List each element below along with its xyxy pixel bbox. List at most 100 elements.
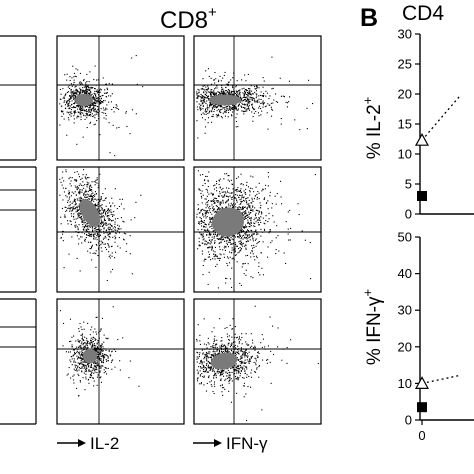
event-dot bbox=[238, 94, 240, 96]
event-dot bbox=[208, 224, 210, 226]
event-dot bbox=[240, 370, 242, 372]
event-dot bbox=[79, 380, 81, 382]
event-dot bbox=[234, 373, 236, 375]
event-dot bbox=[222, 199, 224, 201]
event-dot bbox=[215, 254, 217, 256]
event-dot bbox=[268, 104, 270, 106]
event-dot bbox=[95, 316, 97, 318]
event-dot bbox=[243, 96, 245, 98]
event-dot bbox=[70, 109, 72, 111]
event-dot bbox=[245, 341, 247, 343]
event-dot bbox=[211, 91, 213, 93]
event-dot bbox=[112, 227, 114, 229]
event-dot bbox=[111, 197, 113, 199]
event-dot bbox=[199, 245, 201, 247]
event-dot bbox=[63, 118, 65, 120]
event-dot bbox=[85, 106, 87, 108]
density-core bbox=[75, 93, 93, 107]
event-dot bbox=[251, 245, 253, 247]
event-dot bbox=[214, 251, 216, 253]
event-dot bbox=[197, 229, 199, 231]
event-dot bbox=[99, 225, 101, 227]
event-dot bbox=[230, 378, 232, 380]
event-dot bbox=[270, 350, 272, 352]
event-dot bbox=[216, 208, 218, 210]
event-dot bbox=[254, 100, 256, 102]
event-dot bbox=[228, 196, 230, 198]
event-dot bbox=[68, 253, 70, 255]
event-dot bbox=[74, 171, 76, 173]
event-dot bbox=[96, 364, 98, 366]
event-dot bbox=[109, 232, 111, 234]
event-dot bbox=[93, 115, 95, 117]
event-dot bbox=[134, 217, 136, 219]
data-point-square bbox=[417, 191, 427, 201]
event-dot bbox=[256, 367, 258, 369]
event-dot bbox=[223, 240, 225, 242]
event-dot bbox=[81, 328, 83, 330]
event-dot bbox=[93, 235, 95, 237]
event-dot bbox=[239, 203, 241, 205]
event-dot bbox=[79, 208, 81, 210]
event-dot bbox=[208, 88, 210, 90]
event-dot bbox=[68, 193, 70, 195]
event-dot bbox=[90, 184, 92, 186]
event-dot bbox=[112, 124, 114, 126]
event-dot bbox=[69, 208, 71, 210]
event-dot bbox=[257, 233, 259, 235]
event-dot bbox=[206, 363, 208, 365]
event-dot bbox=[207, 106, 209, 108]
event-dot bbox=[103, 228, 105, 230]
event-dot bbox=[253, 219, 255, 221]
event-dot bbox=[210, 358, 212, 360]
event-dot bbox=[224, 249, 226, 251]
event-dot bbox=[207, 357, 209, 359]
event-dot bbox=[248, 230, 250, 232]
event-dot bbox=[253, 99, 255, 101]
event-dot bbox=[90, 194, 92, 196]
event-dot bbox=[115, 104, 117, 106]
event-dot bbox=[207, 85, 209, 87]
event-dot bbox=[256, 232, 258, 234]
y-tick-label: 15 bbox=[398, 117, 412, 132]
event-dot bbox=[234, 352, 236, 354]
event-dot bbox=[245, 97, 247, 99]
event-dot bbox=[67, 104, 69, 106]
event-dot bbox=[71, 336, 73, 338]
event-dot bbox=[238, 103, 240, 105]
event-dot bbox=[90, 372, 92, 374]
event-dot bbox=[107, 211, 109, 213]
event-dot bbox=[75, 88, 77, 90]
event-dot bbox=[110, 205, 112, 207]
event-dot bbox=[66, 100, 68, 102]
event-dot bbox=[73, 216, 75, 218]
event-dot bbox=[266, 92, 268, 94]
event-dot bbox=[74, 92, 76, 94]
event-dot bbox=[91, 198, 93, 200]
event-dot bbox=[78, 176, 80, 178]
event-dot bbox=[98, 183, 100, 185]
event-dot bbox=[260, 216, 262, 218]
event-dot bbox=[79, 87, 81, 89]
event-dot bbox=[240, 200, 242, 202]
event-dot bbox=[240, 230, 242, 232]
event-dot bbox=[82, 198, 84, 200]
event-dot bbox=[223, 74, 225, 76]
event-dot bbox=[230, 252, 232, 254]
event-dot bbox=[202, 194, 204, 196]
event-dot bbox=[265, 95, 267, 97]
event-dot bbox=[98, 101, 100, 103]
event-dot bbox=[267, 246, 269, 248]
event-dot bbox=[62, 97, 64, 99]
event-dot bbox=[109, 152, 111, 154]
event-dot bbox=[105, 359, 107, 361]
event-dot bbox=[251, 111, 253, 113]
event-dot bbox=[101, 222, 103, 224]
event-dot bbox=[219, 106, 221, 108]
event-dot bbox=[200, 88, 202, 90]
event-dot bbox=[232, 108, 234, 110]
event-dot bbox=[247, 263, 249, 265]
event-dot bbox=[85, 344, 87, 346]
event-dot bbox=[210, 354, 212, 356]
event-dot bbox=[219, 248, 221, 250]
